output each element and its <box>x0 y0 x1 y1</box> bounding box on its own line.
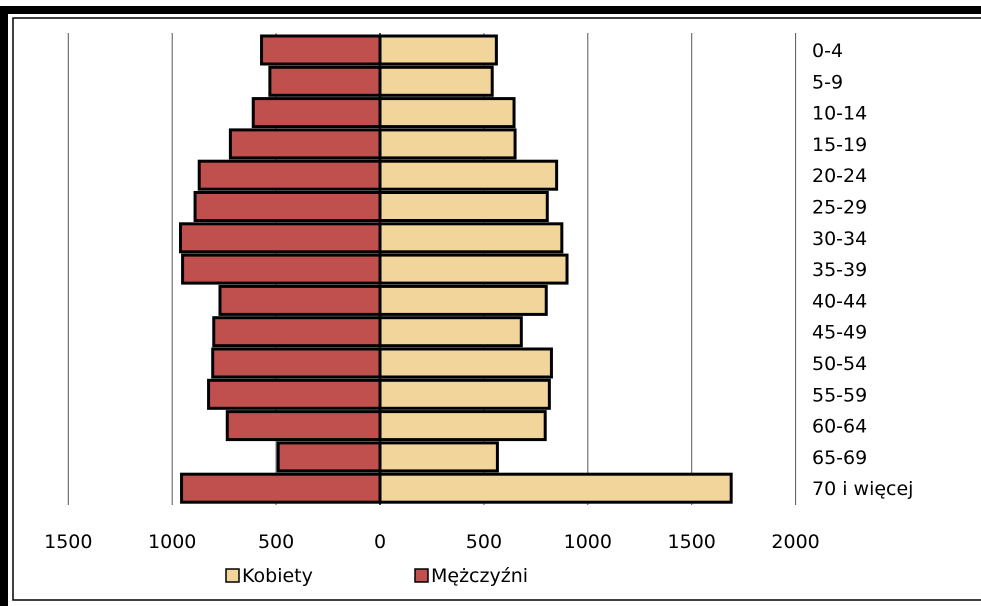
category-label-7: 35-39 <box>812 259 867 281</box>
bar-male-70 i więcej <box>180 472 382 504</box>
bar-female-25-29 <box>378 191 549 222</box>
category-label-6: 30-34 <box>812 228 867 250</box>
bar-female-0-4 <box>378 34 498 66</box>
x-tick-label-0: 1500 <box>44 531 92 553</box>
category-label-9: 45-49 <box>812 322 867 344</box>
category-label-5: 25-29 <box>812 197 867 219</box>
bar-male-40-44 <box>218 284 382 316</box>
bar-male-50-54 <box>211 347 382 379</box>
x-tick-label-3: 0 <box>374 531 386 553</box>
bar-female-40-44 <box>378 284 548 316</box>
bar-female-55-59 <box>378 378 551 410</box>
x-tick-label-4: 500 <box>466 531 502 553</box>
bar-female-30-34 <box>378 222 564 254</box>
x-tick-label-6: 1500 <box>668 531 716 553</box>
plot-area-border <box>12 17 981 601</box>
bar-female-70 i więcej <box>378 472 733 504</box>
x-tick-label-7: 2000 <box>771 531 819 553</box>
bar-male-30-34 <box>179 222 382 254</box>
bar-male-20-24 <box>197 159 382 191</box>
legend-swatch-0 <box>225 568 240 583</box>
bar-male-60-64 <box>225 410 382 442</box>
x-tick-label-5: 1000 <box>564 531 612 553</box>
legend-label-0: Kobiety <box>242 565 313 587</box>
category-labels: 0-4 5-9 10-14 15-19 20-24 25-29 30-34 35-39 40-4… <box>812 40 913 500</box>
x-tick-labels: 1500 1000 500 0 500 1000 1500 2000 <box>44 531 820 553</box>
bar-female-20-24 <box>378 159 559 191</box>
bar-female-60-64 <box>378 410 547 442</box>
category-label-14: 70 i więcej <box>812 478 913 500</box>
category-label-8: 40-44 <box>812 290 867 312</box>
category-label-3: 15-19 <box>812 134 867 156</box>
bar-female-50-54 <box>378 347 553 379</box>
bar-male-45-49 <box>212 316 382 348</box>
category-label-12: 60-64 <box>812 416 867 438</box>
legend-swatch-1 <box>414 568 429 583</box>
bar-male-0-4 <box>260 34 382 66</box>
bar-male-25-29 <box>193 191 382 222</box>
bar-male-65-69 <box>276 441 382 473</box>
category-label-13: 65-69 <box>812 447 867 469</box>
bar-female-10-14 <box>378 97 516 129</box>
legend-label-1: Mężczyźni <box>431 565 528 587</box>
category-label-4: 20-24 <box>812 165 867 187</box>
x-tick-label-1: 1000 <box>148 531 196 553</box>
bars-group <box>179 33 733 505</box>
bar-male-10-14 <box>251 97 382 129</box>
bar-female-45-49 <box>378 316 523 348</box>
category-label-11: 55-59 <box>812 384 867 406</box>
bar-female-35-39 <box>378 253 569 285</box>
category-label-1: 5-9 <box>812 71 843 93</box>
bar-male-55-59 <box>207 378 382 410</box>
category-label-0: 0-4 <box>812 40 843 62</box>
category-label-2: 10-14 <box>812 103 867 125</box>
bar-male-15-19 <box>228 128 382 160</box>
x-tick-label-2: 500 <box>258 531 294 553</box>
bar-female-15-19 <box>378 128 517 160</box>
category-label-10: 50-54 <box>812 353 867 375</box>
bar-male-35-39 <box>181 253 382 285</box>
bar-female-65-69 <box>378 441 499 473</box>
bar-male-5-9 <box>268 65 382 97</box>
legend: Kobiety Mężczyźni <box>225 565 528 587</box>
bar-female-5-9 <box>378 65 494 97</box>
